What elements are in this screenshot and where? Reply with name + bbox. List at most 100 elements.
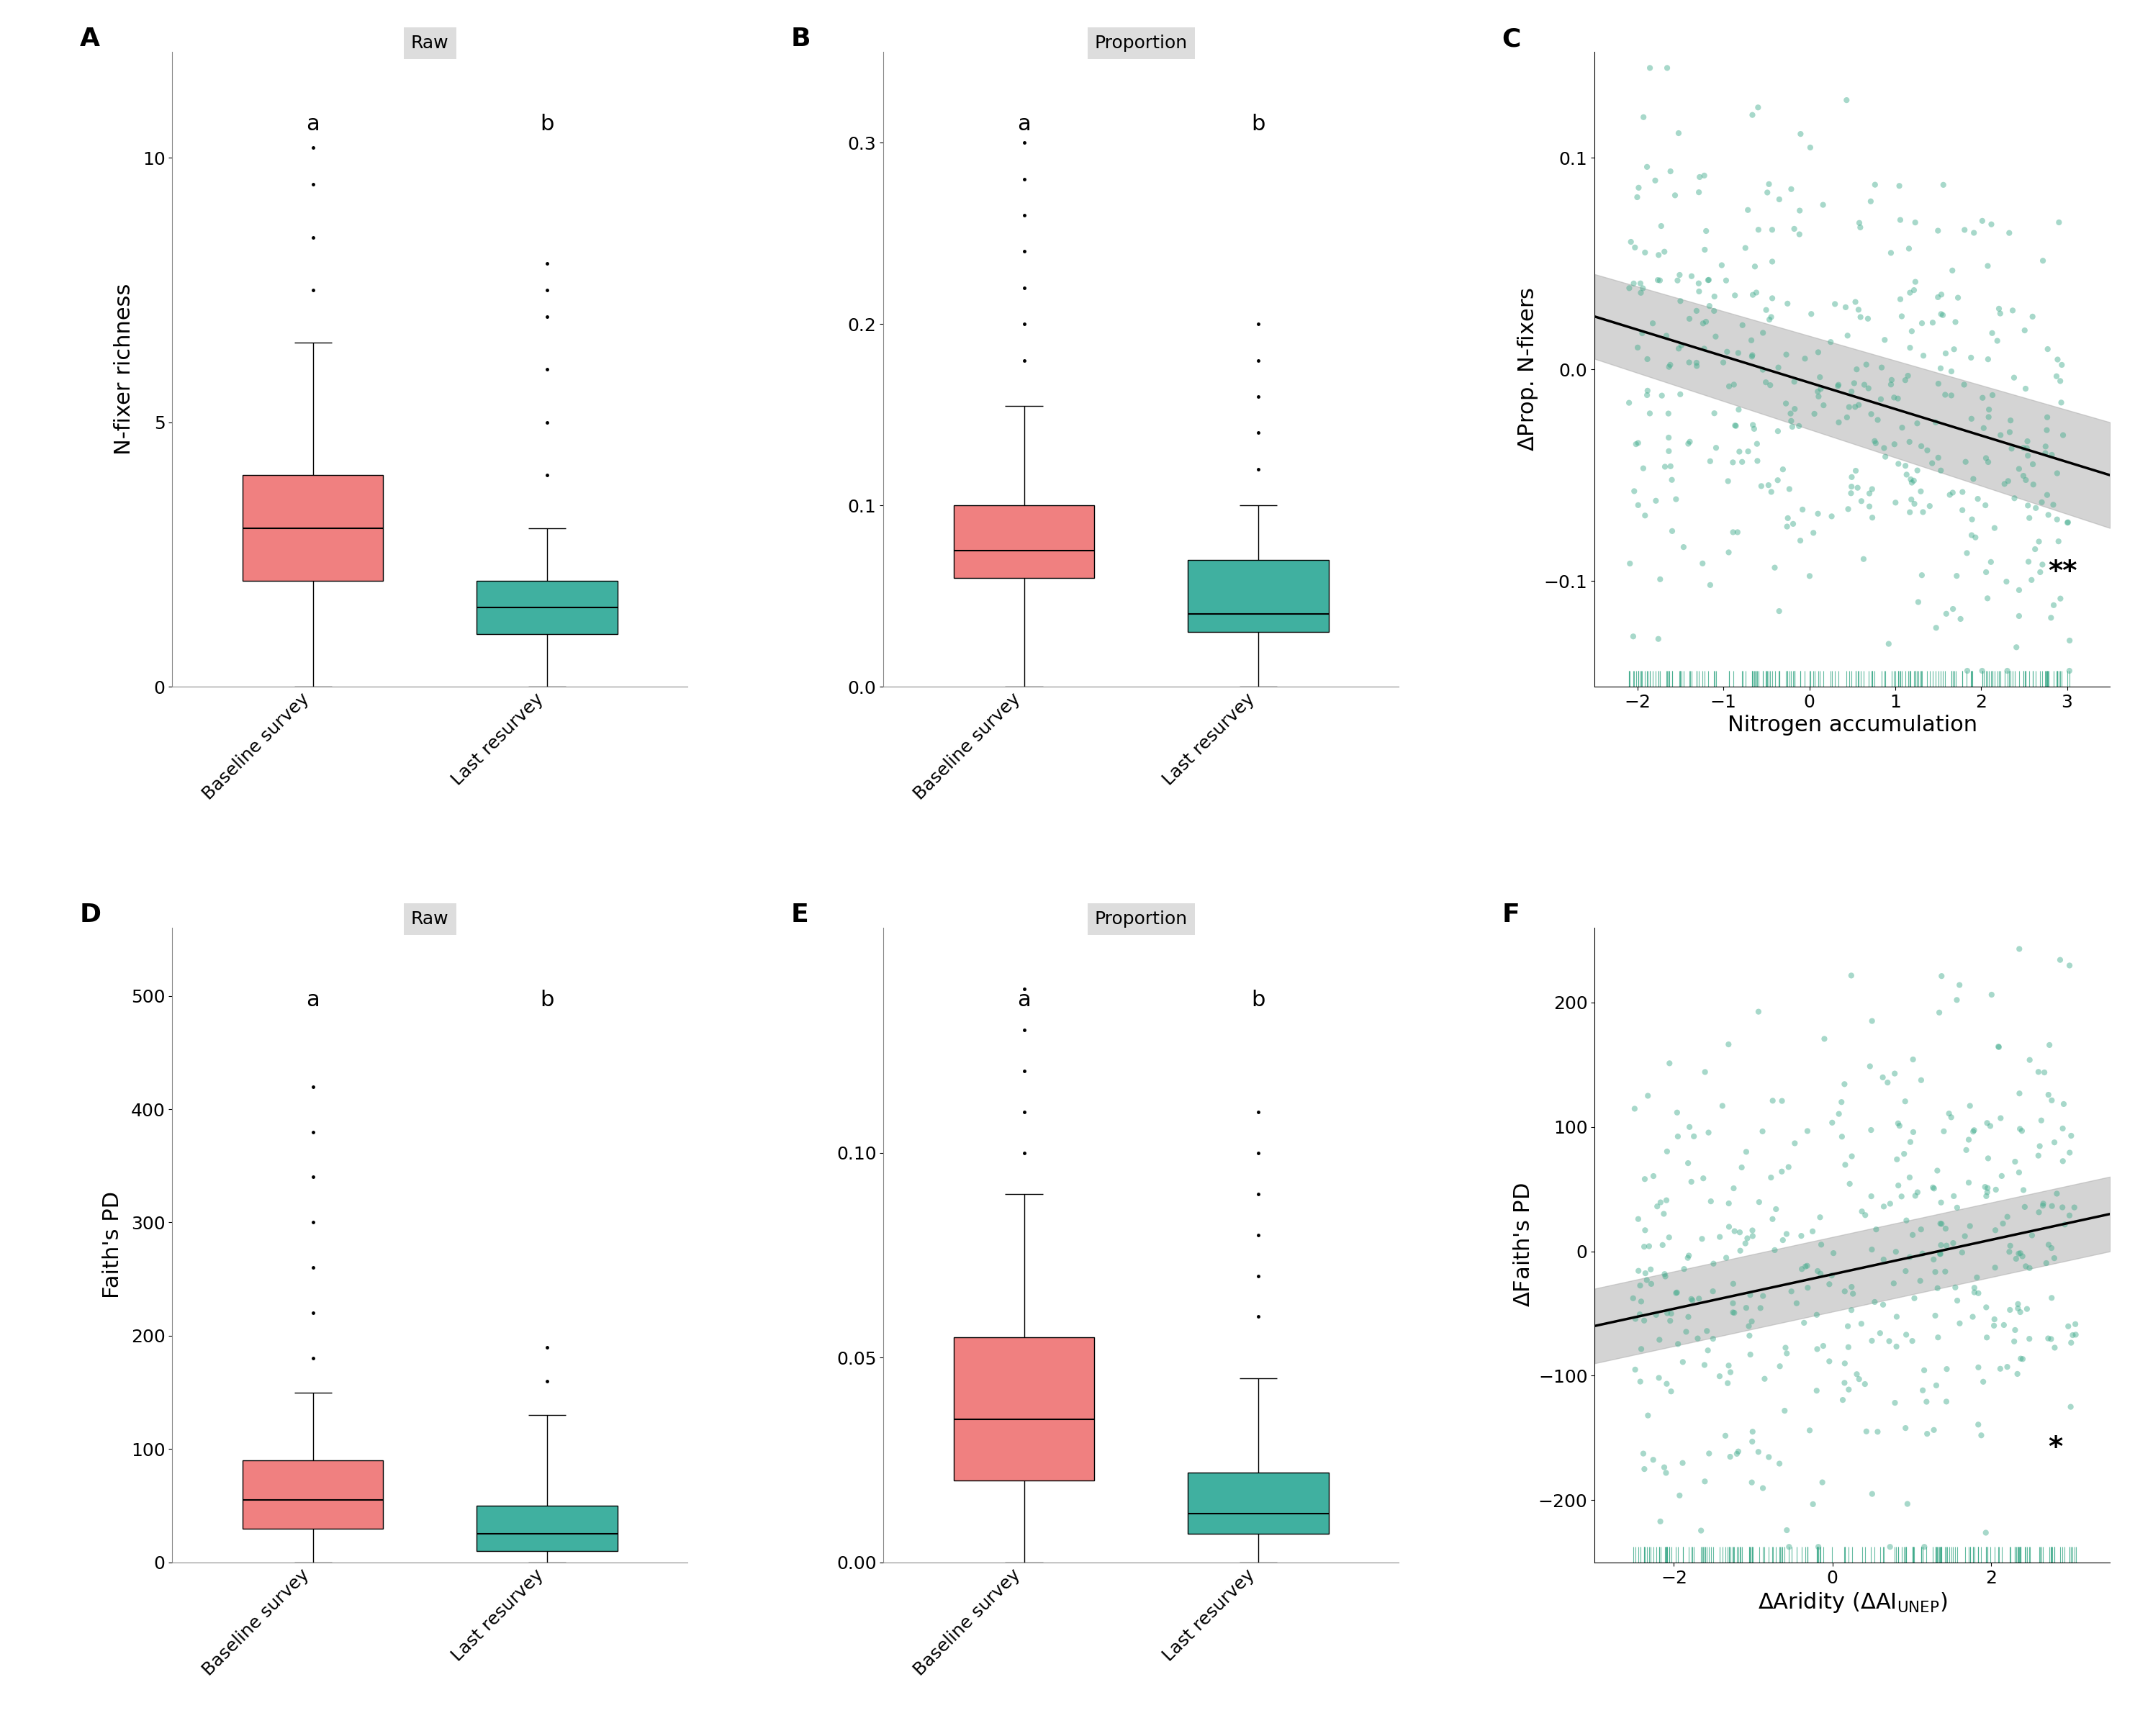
Point <box>1839 288 1873 316</box>
Point <box>1933 1104 1968 1132</box>
Point <box>1817 1240 1852 1267</box>
Point <box>1897 1118 1931 1146</box>
Point <box>1666 1450 1701 1477</box>
Point <box>1929 1356 1964 1384</box>
Point <box>1692 1118 1727 1146</box>
Point <box>1989 656 2024 684</box>
Point <box>1852 493 1886 521</box>
Point <box>1955 404 1989 432</box>
Point <box>1828 1349 1862 1377</box>
Point <box>2009 375 2043 403</box>
Point <box>1979 1217 2013 1245</box>
Point <box>1938 307 1972 335</box>
Point <box>1774 175 1809 203</box>
Point <box>2002 455 2037 483</box>
Point <box>2000 1290 2035 1318</box>
Point <box>1641 625 1675 653</box>
Point <box>1800 500 1834 528</box>
Point <box>1623 1272 1658 1300</box>
Point <box>1957 465 1992 493</box>
Point <box>1882 1111 1916 1139</box>
Point <box>1725 311 1759 339</box>
Point <box>1968 491 2002 519</box>
Point <box>1690 1318 1725 1345</box>
Point <box>2037 1245 2071 1272</box>
Point <box>2043 946 2078 974</box>
Point <box>1920 1323 1955 1351</box>
Point <box>1755 1205 1789 1233</box>
Point <box>1970 1182 2004 1210</box>
Point <box>1903 477 1938 505</box>
Point <box>2011 491 2045 519</box>
Point <box>1976 514 2011 542</box>
X-axis label: Nitrogen accumulation: Nitrogen accumulation <box>1727 715 1976 736</box>
Point <box>1815 502 1849 529</box>
Text: b: b <box>1251 113 1266 135</box>
Point <box>1832 1170 1867 1198</box>
Point <box>1765 1158 1800 1186</box>
Point <box>1630 153 1664 181</box>
Point <box>1697 1278 1731 1305</box>
Point <box>1770 1220 1804 1248</box>
Point <box>1899 267 1933 295</box>
Text: **: ** <box>2048 559 2078 587</box>
Point <box>1880 1302 1914 1330</box>
Point <box>1830 321 1864 349</box>
Point <box>1716 372 1750 399</box>
Point <box>1888 1321 1923 1349</box>
Point <box>1826 1123 1860 1151</box>
Point <box>1830 87 1864 115</box>
Point <box>1843 214 1877 241</box>
Point <box>1770 1340 1804 1368</box>
Point <box>2048 1090 2082 1118</box>
Point <box>2024 488 2058 516</box>
Point <box>1892 1163 1927 1191</box>
Point <box>1873 1189 1908 1217</box>
Point <box>1832 1333 1867 1361</box>
Point <box>1699 323 1733 351</box>
Point <box>1897 1045 1931 1073</box>
Point <box>2022 1198 2056 1226</box>
Point <box>1981 1033 2015 1061</box>
Point <box>1877 490 1912 517</box>
Point <box>1918 408 1953 436</box>
Point <box>1966 384 2000 411</box>
Text: b: b <box>540 113 553 135</box>
Point <box>2002 1240 2037 1267</box>
Point <box>1959 1264 1994 1292</box>
Point <box>1925 962 1959 990</box>
Point <box>1617 623 1651 651</box>
Point <box>2015 302 2050 330</box>
Point <box>2037 592 2071 620</box>
Point <box>1877 431 1912 458</box>
Point <box>1778 396 1813 424</box>
Point <box>2004 1345 2039 1373</box>
Point <box>1725 448 1759 476</box>
Point <box>2032 1231 2067 1259</box>
Point <box>1688 161 1722 189</box>
Point <box>2052 509 2086 536</box>
Point <box>1671 431 1705 458</box>
Point <box>1923 457 1957 484</box>
FancyBboxPatch shape <box>243 1460 383 1528</box>
Point <box>1974 382 2009 410</box>
Point <box>1957 1278 1992 1305</box>
Point <box>1643 267 1677 295</box>
Point <box>1951 1168 1985 1196</box>
Point <box>2015 450 2050 477</box>
Point <box>1778 1290 1813 1318</box>
Point <box>2028 432 2063 460</box>
Point <box>1699 434 1733 462</box>
Point <box>2039 1180 2073 1208</box>
Point <box>1946 477 1981 505</box>
Point <box>1897 1285 1931 1312</box>
Point <box>1916 1174 1951 1201</box>
Point <box>1923 1210 1957 1238</box>
Point <box>1849 351 1884 378</box>
Point <box>1996 297 2030 325</box>
Point <box>1832 1375 1867 1403</box>
Point <box>1923 998 1957 1026</box>
Point <box>1697 283 1731 311</box>
Point <box>1628 1233 1662 1260</box>
Point <box>1974 549 2009 576</box>
